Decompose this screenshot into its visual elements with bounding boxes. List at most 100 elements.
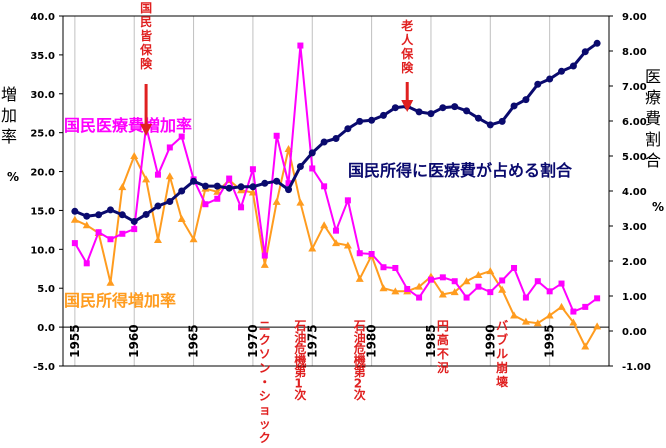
right-tick-label: -1.00 [622, 362, 651, 373]
data-point [570, 308, 577, 315]
data-point [474, 271, 483, 278]
data-point [226, 175, 233, 182]
data-point [82, 221, 91, 229]
data-point [83, 212, 91, 220]
data-point [106, 206, 114, 214]
data-point [166, 198, 174, 205]
data-point [273, 132, 280, 139]
data-point [177, 215, 186, 222]
data-point [463, 107, 471, 115]
data-point [297, 42, 304, 49]
data-point [558, 67, 566, 75]
data-point [439, 104, 447, 112]
right-tick-label: 9.00 [622, 12, 647, 23]
data-point [308, 149, 316, 157]
data-point [439, 274, 446, 281]
right-tick-label: 4.00 [622, 187, 647, 198]
x-tick-label: 1985 [424, 324, 438, 357]
data-point [486, 121, 494, 129]
data-point [534, 80, 542, 88]
data-point [379, 284, 388, 292]
data-point [463, 294, 470, 301]
x-tick-label: 1955 [68, 324, 82, 357]
data-point [154, 202, 162, 210]
data-point [249, 166, 256, 173]
data-point [142, 210, 150, 218]
left-tick-label: 5.0 [37, 284, 55, 295]
data-point [392, 265, 399, 271]
data-point [130, 217, 138, 225]
data-point [131, 226, 138, 233]
data-point [498, 117, 506, 125]
left-tick-label: 40.0 [30, 12, 55, 23]
data-point [202, 201, 209, 208]
data-point [427, 276, 434, 283]
data-point [321, 183, 328, 190]
data-point [391, 287, 400, 295]
data-point [569, 62, 577, 70]
data-point [285, 186, 293, 194]
data-point [261, 179, 269, 187]
annotation-arrowhead [401, 100, 414, 112]
data-point [214, 195, 221, 202]
data-point [248, 188, 257, 196]
data-point [320, 138, 328, 146]
data-point [404, 286, 411, 292]
data-point [273, 177, 281, 185]
data-point [95, 229, 102, 236]
data-point [165, 172, 174, 180]
data-point [142, 175, 151, 183]
data-point [130, 152, 139, 159]
data-point [546, 288, 553, 295]
data-point [356, 250, 363, 257]
data-point [451, 278, 458, 285]
data-point [166, 144, 173, 151]
right-tick-label: 1.00 [622, 292, 647, 303]
data-point [450, 288, 459, 296]
right-tick-label: 5.00 [622, 152, 647, 163]
data-point [511, 265, 518, 271]
annotation-bubble: バブル崩壊 [496, 319, 509, 389]
annotation-group-oil2: 石油危機第 2 次 [353, 319, 366, 402]
data-point [71, 207, 79, 215]
x-tick-label: 1965 [187, 324, 201, 357]
data-point [296, 163, 304, 170]
data-point [581, 48, 589, 56]
data-point [320, 221, 329, 229]
right-tick-label: 3.00 [622, 222, 647, 233]
series-label-medical-share: 国民所得に医療費が占める割合 [348, 161, 573, 180]
left-tick-label: 15.0 [30, 206, 55, 217]
data-point [415, 282, 424, 290]
data-point [451, 103, 459, 111]
annotation-rojin: 老人保険 [400, 18, 414, 75]
data-point [309, 165, 316, 172]
data-point [510, 311, 519, 319]
data-point [332, 239, 340, 247]
x-tick-label: 1995 [543, 324, 557, 357]
series-0 [71, 42, 601, 315]
left-tick-label: 20.0 [30, 168, 55, 179]
data-point [213, 187, 222, 195]
data-point [83, 260, 90, 267]
data-point [557, 302, 566, 310]
data-point [379, 111, 387, 119]
data-point [474, 114, 482, 122]
data-point [594, 295, 601, 302]
left-tick-labels: 40.0 35.0 30.0 25.0 20.0 15.0 10.0 5.0 0.0 -5.0 [30, 12, 63, 373]
data-point [201, 182, 209, 190]
data-point [333, 227, 339, 234]
left-axis-title: 増加率 [1, 85, 17, 146]
left-tick-label: 10.0 [30, 245, 55, 256]
annotation-group-endaka: 円高不況 [437, 319, 449, 375]
data-point [249, 183, 257, 191]
x-tick-label: 1990 [483, 324, 497, 357]
data-point [558, 280, 565, 287]
data-point [546, 75, 554, 83]
data-point [225, 184, 233, 192]
data-point [522, 96, 530, 104]
data-point [285, 180, 292, 187]
annotation-oil2: 石油危機第 2 次 [353, 319, 366, 402]
